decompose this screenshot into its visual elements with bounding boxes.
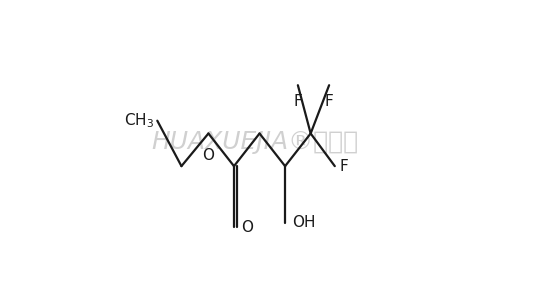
Text: HUAXUEJIA®化学加: HUAXUEJIA®化学加 <box>152 130 359 154</box>
Text: O: O <box>241 220 253 235</box>
Text: F: F <box>325 94 334 109</box>
Text: CH$_3$: CH$_3$ <box>125 111 155 130</box>
Text: F: F <box>294 94 302 109</box>
Text: OH: OH <box>292 216 316 230</box>
Text: O: O <box>202 148 215 163</box>
Text: F: F <box>340 159 349 174</box>
